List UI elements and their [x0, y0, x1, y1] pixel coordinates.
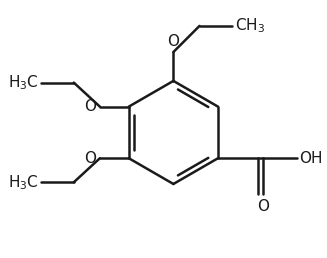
Text: O: O — [257, 199, 269, 214]
Text: O: O — [167, 34, 180, 49]
Text: OH: OH — [299, 151, 323, 166]
Text: H$_3$C: H$_3$C — [8, 173, 39, 192]
Text: O: O — [84, 99, 96, 114]
Text: O: O — [84, 151, 96, 166]
Text: CH$_3$: CH$_3$ — [234, 17, 265, 35]
Text: H$_3$C: H$_3$C — [8, 73, 39, 92]
